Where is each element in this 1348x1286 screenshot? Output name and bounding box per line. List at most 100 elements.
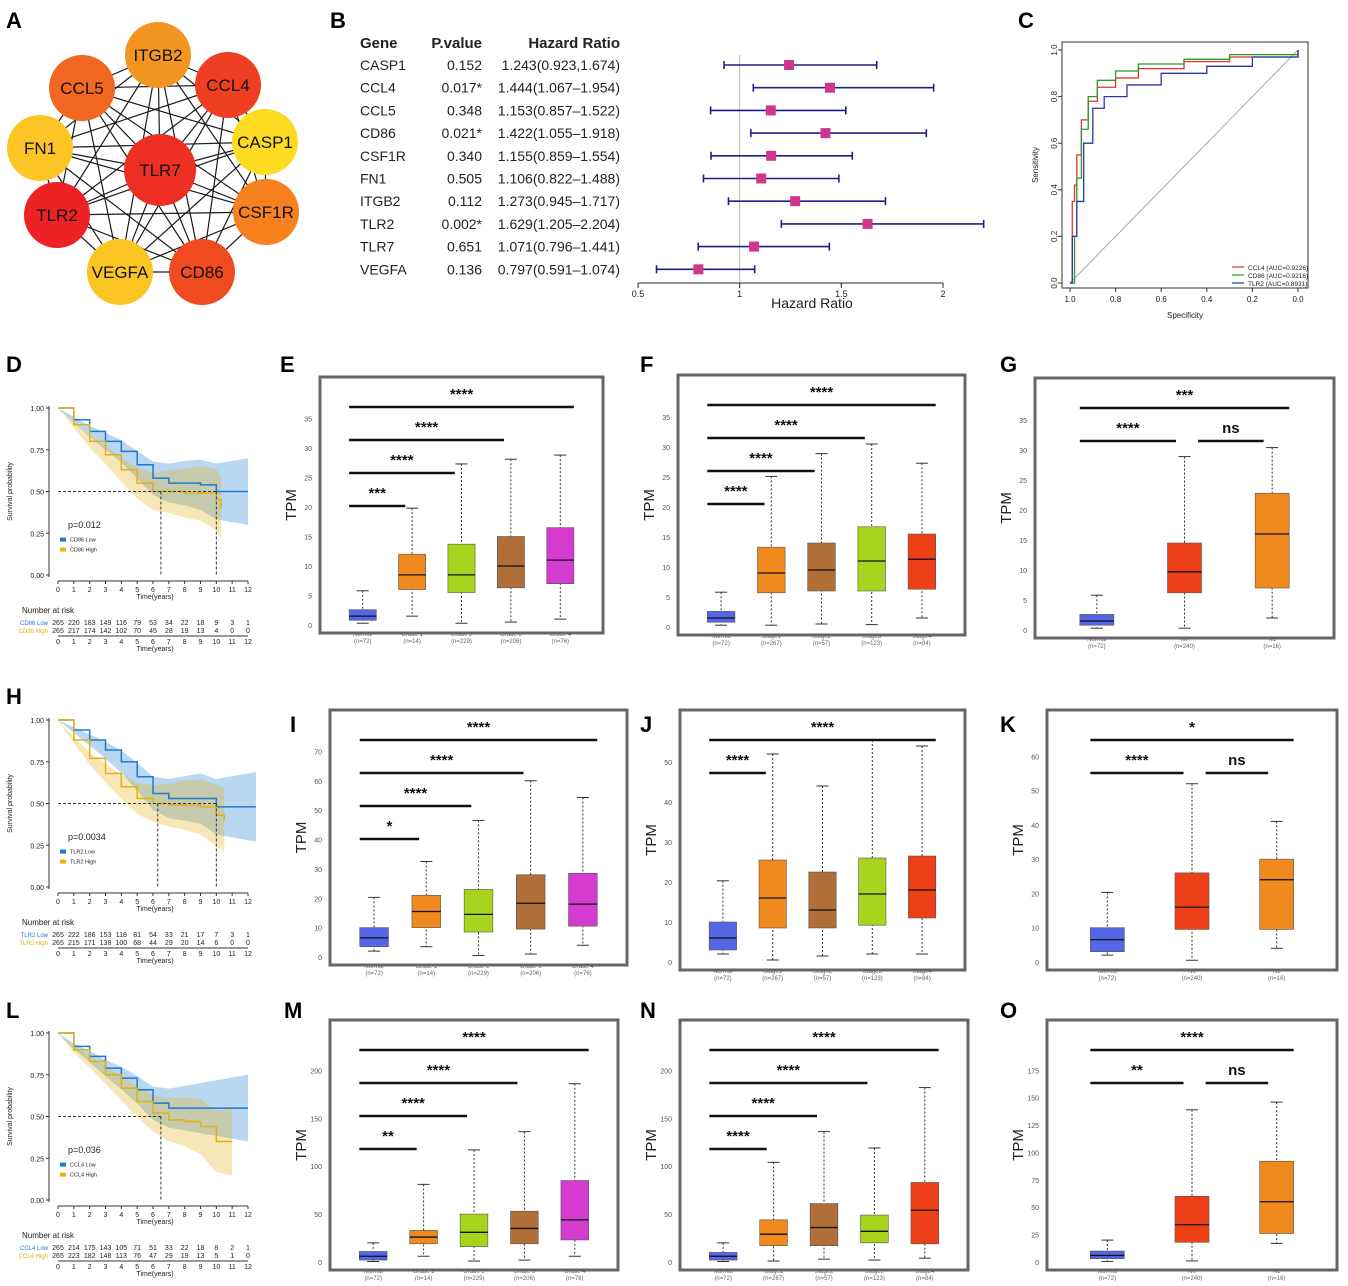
km-x-label: Time(years): [136, 594, 173, 601]
network-node: VEGFA: [87, 239, 153, 305]
km-risk-x-tick: 2: [88, 639, 92, 646]
km-y-tick-label: 1.00: [30, 1031, 44, 1038]
boxplot-frame: [1033, 376, 1336, 640]
boxplot-y-tick-label: 50: [664, 1212, 672, 1219]
km-risk-x-tick: 12: [244, 1264, 252, 1271]
box-n: (n=76): [566, 1276, 584, 1281]
network-node-circle: [125, 22, 191, 88]
km-curve-low: [58, 719, 256, 808]
box-label: Normal: [1098, 969, 1117, 975]
km-risk-high: 223: [68, 1253, 80, 1260]
network-node-label: VEGFA: [92, 263, 149, 282]
km-x-tick-label: 2: [88, 899, 92, 906]
km-risk-label-low: CD86 Low: [20, 621, 49, 627]
km-y-tick-label: 0.50: [30, 1115, 44, 1122]
box-n: (n=267): [761, 641, 782, 647]
km-curve-high: [58, 407, 222, 509]
km-risk-high: 182: [84, 1253, 96, 1260]
forest-pvalue: 0.002*: [442, 216, 483, 232]
boxplot-y-tick-label: 150: [660, 1116, 672, 1123]
network-node: FN1: [7, 115, 73, 181]
boxplot-y-tick-label: 0: [318, 955, 322, 962]
network-node: CD86: [169, 239, 235, 305]
km-x-tick-label: 10: [212, 899, 220, 906]
forest-pvalue: 0.136: [447, 261, 482, 277]
box-label: Grade 2: [451, 632, 473, 638]
box-n: (n=229): [464, 1276, 485, 1281]
boxplot-y-tick-label: 25: [662, 475, 670, 482]
km-risk-x-tick: 10: [212, 1264, 220, 1271]
roc-y-tick-label: 0.2: [1050, 230, 1059, 242]
box-normal: Normal(n=72): [708, 880, 737, 982]
forest-gene: TLR7: [360, 239, 394, 255]
boxplot-y-tick-label: 35: [304, 417, 312, 424]
box-n: (n=123): [862, 976, 883, 982]
km-legend-high: CCL4 High: [70, 1173, 97, 1179]
km-risk-low: 34: [165, 620, 173, 627]
km-risk-low: 2: [230, 1245, 234, 1252]
box-stage3: Stage3(n=123): [858, 739, 887, 982]
km-risk-high: 13: [197, 628, 205, 635]
box-grade-3: Grade 3(n=206): [510, 1131, 539, 1282]
significance-label: ****: [774, 417, 798, 434]
km-risk-title: Number at risk: [22, 1231, 75, 1240]
km-risk-high: 113: [116, 1253, 127, 1260]
boxplot-y-tick-label: 30: [304, 446, 312, 453]
km-x-tick-label: 9: [199, 1212, 203, 1219]
roc-curve-0: [1070, 50, 1299, 284]
significance-label: ns: [1228, 1062, 1246, 1079]
km-risk-low: 18: [197, 620, 205, 627]
box-iqr: [1174, 1195, 1210, 1243]
km-x-tick-label: 3: [104, 899, 108, 906]
km-risk-high: 0: [246, 940, 250, 947]
km-risk-x-tick: 12: [244, 951, 252, 958]
km-risk-low: 1: [246, 932, 250, 939]
box-iqr: [857, 526, 886, 592]
forest-x-tick-label: 0.5: [632, 289, 645, 299]
km-risk-title: Number at risk: [22, 606, 75, 615]
roc-x-tick-label: 1.0: [1064, 295, 1076, 304]
km-risk-x-tick: 12: [244, 639, 252, 646]
boxplot-y-tick-label: 50: [314, 1212, 322, 1219]
km-x-tick-label: 4: [119, 587, 123, 594]
km-risk-x-tick: 1: [72, 639, 76, 646]
box-iqr: [516, 874, 546, 930]
km-risk-x-tick: 8: [183, 639, 187, 646]
box-label: Grade 4: [549, 632, 571, 638]
boxplot-frame: [678, 1018, 970, 1272]
km-risk-x-tick: 4: [119, 639, 123, 646]
km-risk-x-tick: 4: [119, 951, 123, 958]
box-label: Normal: [713, 969, 732, 975]
box-normal: Normal(n=72): [709, 1242, 738, 1282]
boxplot-y-tick-label: 150: [1027, 1096, 1039, 1103]
significance-label: **: [382, 1128, 394, 1145]
km-x-tick-label: 5: [135, 899, 139, 906]
km-y-tick-label: 0.75: [30, 448, 44, 455]
box-label: Stage2: [814, 1269, 834, 1275]
km-y-tick-label: 1.00: [30, 718, 44, 725]
box-iqr: [1259, 1160, 1294, 1234]
km-risk-x-tick: 1: [72, 951, 76, 958]
roc-curve-2: [1070, 50, 1299, 284]
box-n: (n=14): [403, 639, 421, 645]
box-grade-1: Grade 1(n=14): [409, 1183, 438, 1282]
roc-legend-label: CD86 (AUC=0.9216): [1248, 273, 1308, 280]
box-normal: Normal(n=72): [1090, 1239, 1125, 1282]
box-n: (n=72): [365, 971, 383, 977]
roc-x-tick-label: 0.8: [1110, 295, 1122, 304]
boxplot-y-tick-label: 10: [304, 564, 312, 571]
km-x-tick-label: 8: [183, 899, 187, 906]
box-n: (n=123): [861, 641, 882, 647]
ppi-network-panel: ITGB2 CCL4 CASP1 CSF1R CD86 VEGFA TLR2 FN1 CCL5 T…: [7, 22, 299, 305]
boxplot-y-tick-label: 30: [1031, 857, 1039, 864]
km-legend-low: CCL4 Low: [70, 1163, 96, 1169]
km-ci-low: [58, 720, 256, 842]
boxplot-y-label: TPM: [293, 1129, 310, 1161]
forest-hr-point: [749, 241, 760, 252]
km-x-tick-label: 0: [56, 587, 60, 594]
km-risk-x-tick: 0: [56, 639, 60, 646]
roc-y-tick-label: 0.6: [1050, 137, 1059, 149]
km-risk-label-low: CCL4 Low: [20, 1246, 49, 1252]
box-label: Stage4: [912, 634, 932, 640]
